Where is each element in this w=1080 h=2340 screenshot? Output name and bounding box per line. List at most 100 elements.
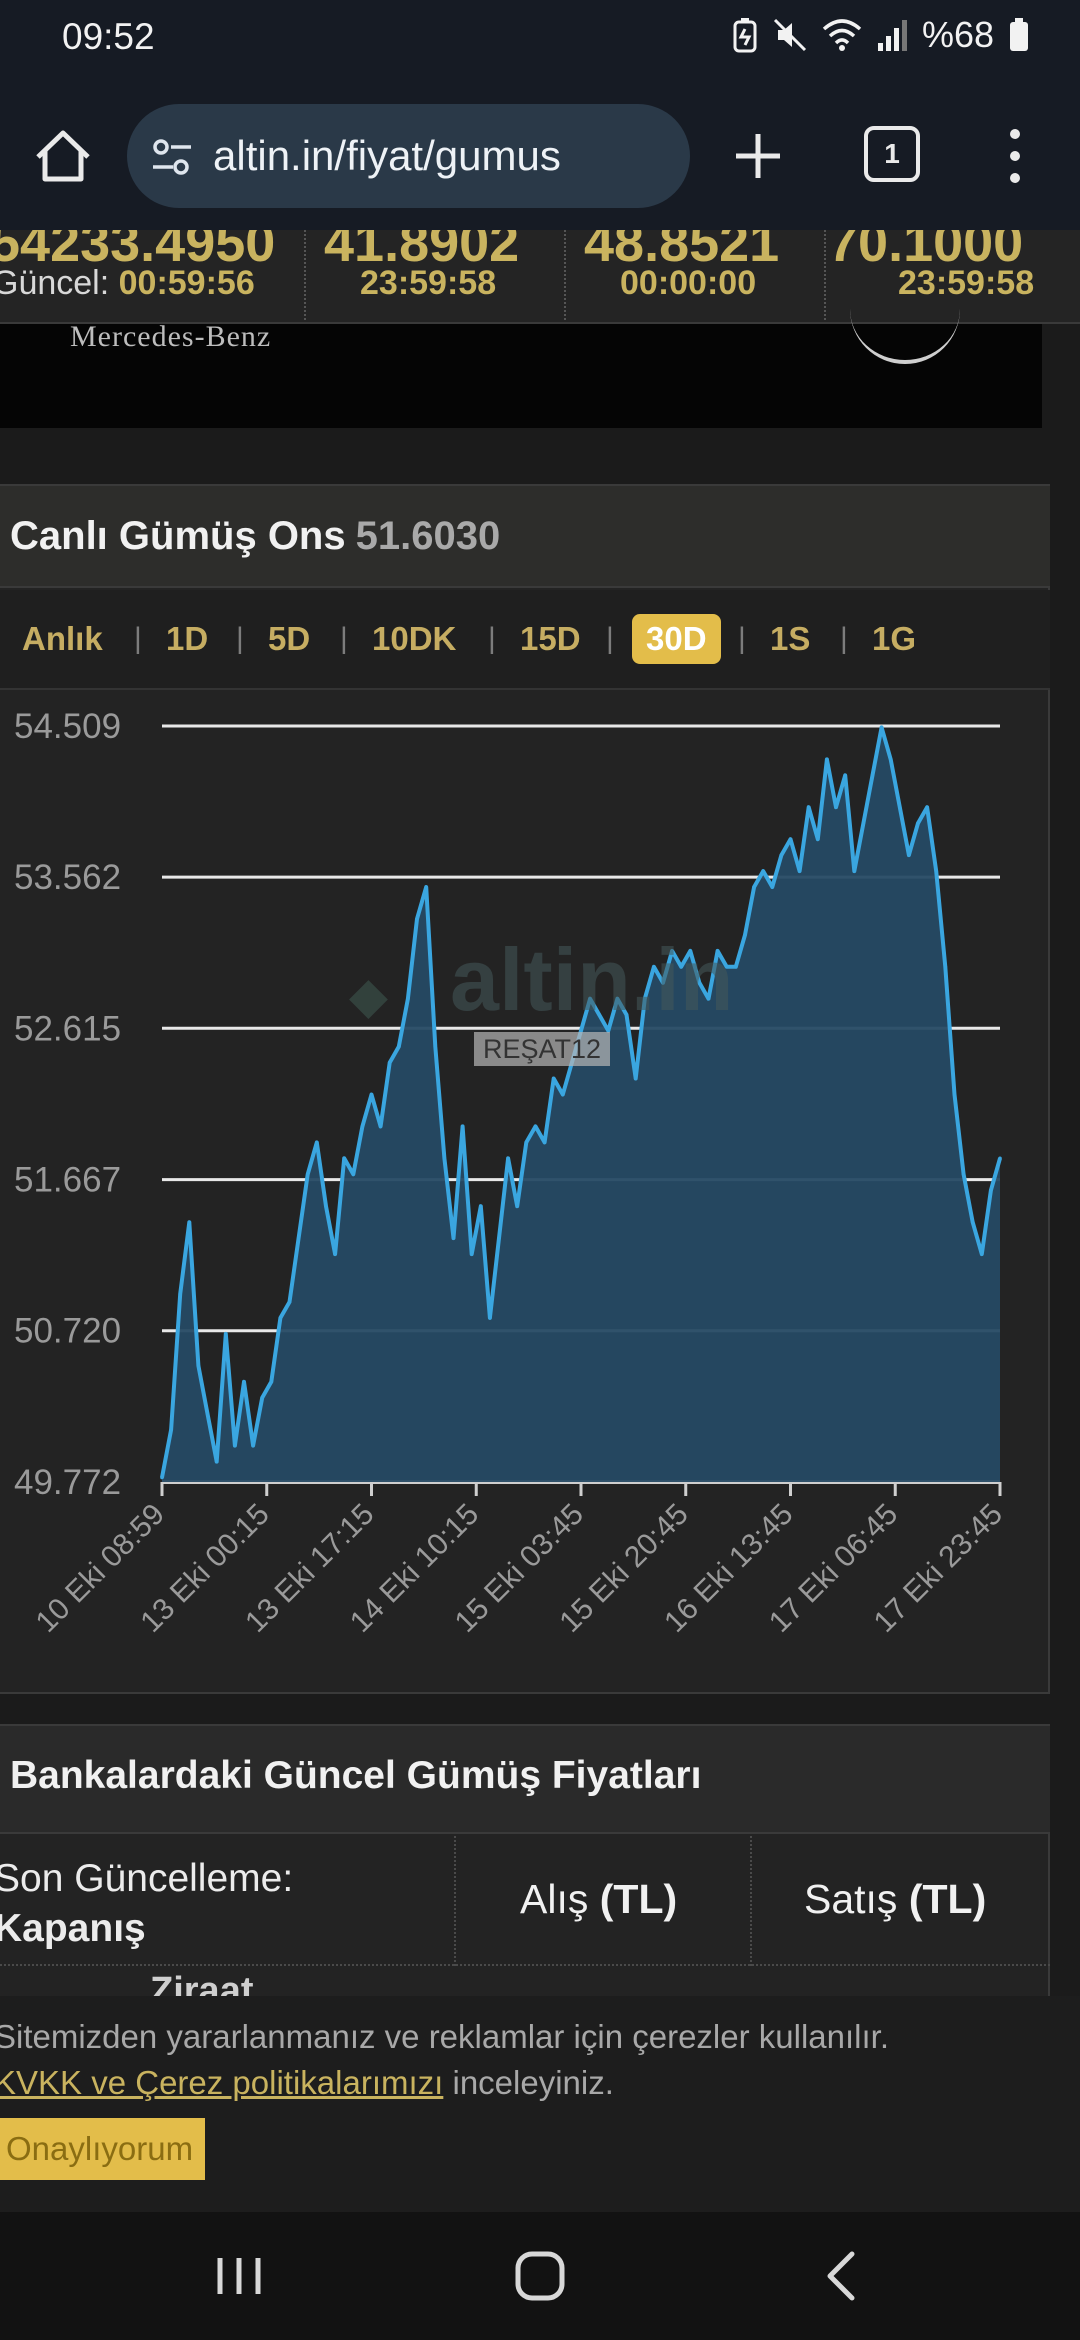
tab-1g[interactable]: 1G bbox=[872, 620, 917, 657]
chart-point bbox=[542, 1140, 547, 1145]
tab-1d[interactable]: 1D bbox=[166, 620, 209, 657]
chart-point bbox=[196, 1364, 201, 1368]
tab-30d[interactable]: 30D bbox=[632, 614, 721, 664]
chart-point bbox=[560, 1092, 565, 1097]
tab-5d[interactable]: 5D bbox=[268, 620, 311, 657]
chart-point bbox=[715, 949, 720, 953]
chart-point bbox=[916, 821, 920, 825]
chart-point bbox=[406, 996, 410, 1001]
banks-table-header: Son Güncelleme: Kapanış Alış (TL) Satış (… bbox=[0, 1836, 1050, 1966]
chart-point bbox=[697, 980, 702, 985]
chart-point bbox=[670, 949, 674, 953]
ticker-cell[interactable]: 70.1000 23:59:58 bbox=[826, 230, 1080, 322]
mute-icon bbox=[773, 18, 806, 52]
chart-point bbox=[387, 1060, 392, 1065]
chart-point bbox=[888, 757, 893, 762]
home-nav-icon[interactable] bbox=[505, 2244, 575, 2308]
site-settings-icon[interactable] bbox=[149, 134, 195, 180]
chart-point bbox=[233, 1443, 237, 1448]
chart-point bbox=[187, 1220, 192, 1224]
cookie-line1: Sitemizden yararlanmanız ve reklamlar iç… bbox=[0, 2018, 889, 2055]
chart-point bbox=[615, 996, 620, 1001]
more-vert-icon[interactable] bbox=[1000, 124, 1030, 188]
recent-apps-icon[interactable] bbox=[204, 2244, 274, 2308]
chart-point bbox=[806, 805, 811, 810]
chart-point bbox=[506, 1156, 510, 1161]
ad-brand-text: Mercedes-Benz bbox=[70, 320, 272, 353]
sell-unit: (TL) bbox=[908, 1876, 987, 1922]
ticker-cell[interactable]: 54233.4950 Güncel: 00:59:56 bbox=[0, 230, 306, 322]
chart-point bbox=[770, 885, 775, 889]
chart-point bbox=[743, 933, 747, 937]
chart-point bbox=[752, 885, 756, 889]
signal-icon bbox=[877, 20, 907, 51]
chart-point bbox=[469, 1252, 474, 1256]
sell-column-header[interactable]: Satış (TL) bbox=[804, 1876, 986, 1923]
chart-area-fill bbox=[162, 727, 1000, 1482]
tab-1s[interactable]: 1S bbox=[770, 620, 811, 657]
cookie-accept-button[interactable]: Onaylıyorum bbox=[0, 2118, 206, 2180]
price-ticker: 54233.4950 Güncel: 00:59:56 41.8902 23:5… bbox=[0, 230, 1080, 324]
back-icon[interactable] bbox=[808, 2244, 878, 2308]
chart-point bbox=[779, 853, 784, 857]
chart-point bbox=[925, 805, 929, 810]
chart-point bbox=[898, 805, 902, 810]
y-tick-label: 53.562 bbox=[14, 858, 121, 897]
status-icons: %68 bbox=[732, 14, 1030, 56]
chart-card: Canlı Gümüş Ons 51.6030 Anlık | 1D | 5D |… bbox=[0, 484, 1050, 1694]
system-nav-bar bbox=[0, 2212, 1080, 2340]
chart-point bbox=[852, 869, 857, 873]
chart-point bbox=[169, 1427, 173, 1432]
buy-unit: (TL) bbox=[599, 1876, 678, 1922]
sell-label: Satış bbox=[804, 1876, 909, 1922]
buy-column-header[interactable]: Alış (TL) bbox=[520, 1876, 677, 1923]
column-divider bbox=[454, 1836, 456, 1966]
chart-point bbox=[424, 885, 428, 889]
ticker-cell[interactable]: 48.8521 00:00:00 bbox=[566, 230, 826, 322]
url-text[interactable]: altin.in/fiyat/gumus bbox=[213, 132, 561, 179]
cookie-policy-link[interactable]: KVKK ve Çerez politikalarımızı bbox=[0, 2064, 444, 2101]
chart-point bbox=[761, 869, 765, 873]
chart-point bbox=[287, 1300, 292, 1304]
chart-point bbox=[979, 1252, 984, 1256]
tab-anlik[interactable]: Anlık bbox=[22, 620, 103, 657]
banks-title: Bankalardaki Güncel Gümüş Fiyatları bbox=[10, 1754, 702, 1797]
chart-point bbox=[178, 1292, 183, 1296]
range-tabs: Anlık | 1D | 5D | 10DK | 15D | 30D | 1S … bbox=[0, 590, 1050, 690]
price-chart[interactable]: 49.772 50.720 51.667 52.615 53.562 54.509 10 … bbox=[0, 692, 1050, 1692]
chart-point bbox=[460, 1124, 465, 1129]
chart-point bbox=[724, 965, 729, 969]
chart-point bbox=[533, 1124, 538, 1129]
chart-point bbox=[551, 1076, 556, 1081]
chart-points bbox=[160, 725, 1002, 1480]
ticker-value: 48.8521 bbox=[584, 230, 780, 273]
advertisement[interactable]: Mercedes-Benz bbox=[0, 320, 1042, 428]
tabs-icon[interactable]: 1 bbox=[864, 126, 920, 182]
ticker-cell[interactable]: 41.8902 23:59:58 bbox=[306, 230, 566, 322]
address-bar[interactable]: altin.in/fiyat/gumus bbox=[127, 104, 690, 208]
ticker-time-value: 00:59:56 bbox=[118, 264, 255, 302]
chart-point bbox=[797, 869, 802, 873]
chart-point bbox=[333, 1252, 337, 1256]
tab-15d[interactable]: 15D bbox=[520, 620, 581, 657]
plus-icon[interactable] bbox=[728, 126, 788, 186]
battery-icon bbox=[1010, 18, 1028, 51]
chart-point bbox=[943, 965, 948, 969]
chart-point bbox=[315, 1140, 319, 1145]
chart-point bbox=[296, 1236, 301, 1240]
chart-point bbox=[378, 1124, 383, 1129]
y-tick-label: 52.615 bbox=[14, 1009, 121, 1048]
chart-point bbox=[952, 1092, 957, 1097]
ticker-label: Güncel: bbox=[0, 264, 119, 302]
tab-10dk[interactable]: 10DK bbox=[372, 620, 457, 657]
tab-separator: | bbox=[488, 622, 496, 655]
chart-point bbox=[369, 1092, 374, 1097]
home-icon[interactable] bbox=[30, 123, 96, 189]
ticker-value: 54233.4950 bbox=[0, 230, 276, 273]
chart-point bbox=[242, 1379, 246, 1384]
chart-point bbox=[214, 1459, 219, 1464]
chart-point bbox=[269, 1379, 274, 1384]
y-tick-label: 51.667 bbox=[14, 1161, 121, 1200]
chart-point bbox=[223, 1332, 228, 1336]
